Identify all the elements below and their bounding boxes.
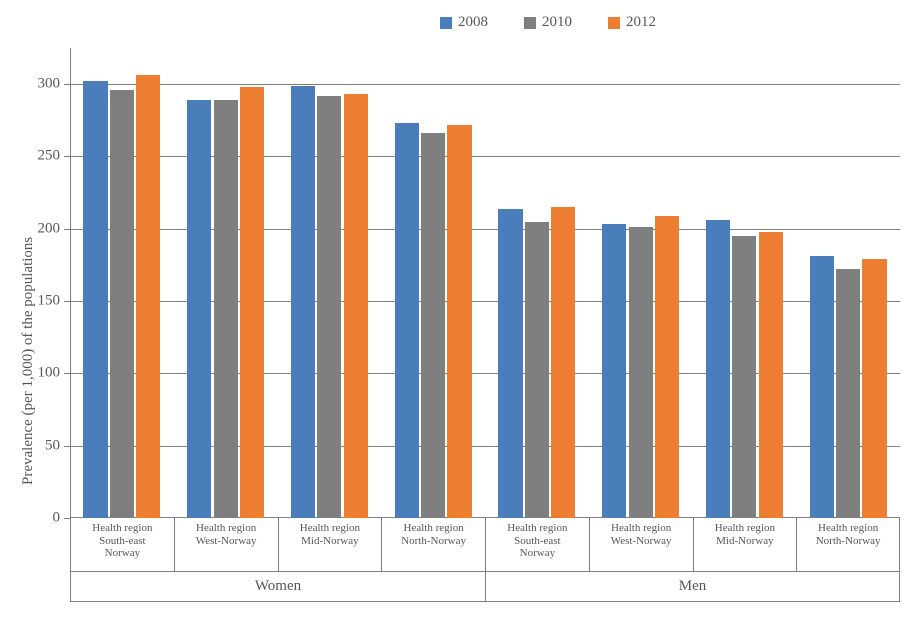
y-tick-label: 50 [45, 437, 60, 454]
y-tick-mark [64, 229, 70, 230]
x-category-cell: Health regionSouth-eastNorway [485, 518, 589, 572]
x-category-label: Health regionMid-Norway [713, 518, 777, 547]
bar [136, 75, 160, 518]
bar [317, 96, 341, 518]
legend-label: 2012 [626, 14, 656, 31]
y-tick-label: 0 [53, 510, 61, 527]
bar [447, 125, 471, 518]
y-tick-label: 100 [38, 365, 61, 382]
y-tick-label: 150 [38, 293, 61, 310]
y-tick-mark [64, 156, 70, 157]
bar [498, 209, 522, 518]
bar [862, 259, 886, 518]
y-tick-mark [64, 446, 70, 447]
x-category-label: Health regionNorth-Norway [814, 518, 883, 547]
bar [291, 86, 315, 518]
y-tick-label: 200 [38, 220, 61, 237]
legend-swatch [524, 17, 536, 29]
bar [214, 100, 238, 518]
legend-swatch [440, 17, 452, 29]
x-category-label: Health regionWest-Norway [194, 518, 259, 547]
legend-label: 2010 [542, 14, 572, 31]
bar [240, 87, 264, 518]
bar [551, 207, 575, 518]
x-group-label: Men [679, 578, 707, 595]
x-category-cell: Health regionSouth-eastNorway [70, 518, 174, 572]
bar [836, 269, 860, 518]
bar [655, 216, 679, 518]
y-tick-label: 300 [38, 76, 61, 93]
chart-root: 2008 2010 2012 Prevalence (per 1,000) of t… [0, 0, 914, 634]
y-axis-title: Prevalence (per 1,000) of the population… [20, 237, 37, 485]
bar [525, 222, 549, 518]
bar [706, 220, 730, 518]
bar [732, 236, 756, 518]
gridline [70, 84, 900, 85]
x-category-label: Health regionWest-Norway [609, 518, 674, 547]
bar [344, 94, 368, 518]
x-category-cell: Health regionNorth-Norway [381, 518, 485, 572]
x-category-cell: Health regionWest-Norway [174, 518, 278, 572]
bar [395, 123, 419, 518]
legend-item: 2012 [608, 14, 656, 31]
x-category-label: Health regionSouth-eastNorway [90, 518, 154, 560]
legend-item: 2008 [440, 14, 488, 31]
plot-area [70, 48, 900, 518]
y-tick-mark [64, 301, 70, 302]
bar [810, 256, 834, 518]
legend: 2008 2010 2012 [440, 14, 692, 31]
bar [629, 227, 653, 518]
x-group-cell: Men [485, 572, 900, 602]
legend-item: 2010 [524, 14, 572, 31]
y-axis-line [70, 48, 71, 518]
x-category-label: Health regionMid-Norway [298, 518, 362, 547]
bar [759, 232, 783, 518]
legend-label: 2008 [458, 14, 488, 31]
bar [110, 90, 134, 518]
x-category-cell: Health regionMid-Norway [278, 518, 382, 572]
x-category-label: Health regionNorth-Norway [399, 518, 468, 547]
y-tick-label: 250 [38, 148, 61, 165]
bar [83, 81, 107, 518]
bar [187, 100, 211, 518]
bar [602, 224, 626, 518]
x-category-label: Health regionSouth-eastNorway [505, 518, 569, 560]
bar [421, 133, 445, 518]
x-group-cell: Women [70, 572, 485, 602]
x-category-cell: Health regionMid-Norway [693, 518, 797, 572]
legend-swatch [608, 17, 620, 29]
y-tick-mark [64, 84, 70, 85]
x-category-cell: Health regionNorth-Norway [796, 518, 900, 572]
x-group-label: Women [255, 578, 301, 595]
x-category-cell: Health regionWest-Norway [589, 518, 693, 572]
y-tick-mark [64, 373, 70, 374]
